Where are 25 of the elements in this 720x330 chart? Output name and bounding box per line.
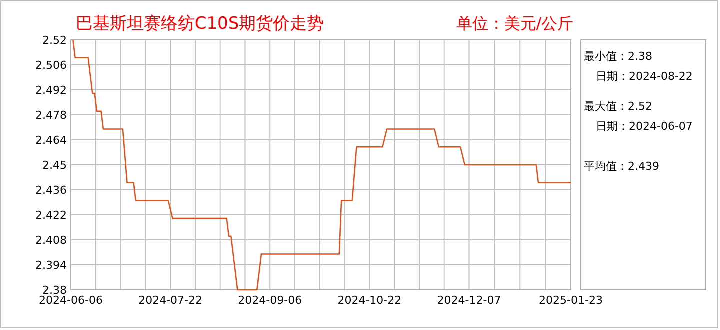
chart-title: 巴基斯坦赛络纺C10S期货价走势: [76, 14, 324, 34]
y-tick-label: 2.422: [36, 209, 67, 222]
x-tick-label: 2024-06-06: [39, 294, 103, 307]
y-tick-label: 2.408: [36, 234, 67, 247]
line-series: [72, 39, 572, 291]
text: 平均值：2.439: [584, 160, 660, 173]
text: 最小值：2.38: [584, 50, 652, 63]
x-tick-label: 2024-12-07: [437, 294, 502, 307]
x-tick-label: 2024-07-22: [138, 294, 203, 307]
y-tick-label: 2.436: [36, 184, 67, 197]
y-tick-label: 2.464: [36, 134, 67, 147]
y-tick-label: 2.506: [36, 59, 67, 72]
text: 日期：2024-06-07: [596, 120, 693, 133]
y-tick-label: 2.38: [42, 284, 67, 297]
text: 最大值：2.52: [584, 100, 652, 113]
x-tick-label: 2024-10-22: [338, 294, 402, 307]
chart-subtitle: 单位：美元/公斤: [456, 14, 574, 33]
y-tick-label: 2.52: [42, 34, 67, 47]
x-tick-label: 2024-09-06: [238, 294, 302, 307]
x-tick-label: 2025-01-23: [539, 294, 603, 307]
y-tick-label: 2.478: [36, 109, 67, 122]
y-tick-label: 2.45: [42, 159, 67, 172]
y-tick-label: 2.492: [36, 84, 67, 97]
text: 日期：2024-08-22: [596, 70, 693, 83]
y-tick-label: 2.394: [36, 259, 67, 272]
